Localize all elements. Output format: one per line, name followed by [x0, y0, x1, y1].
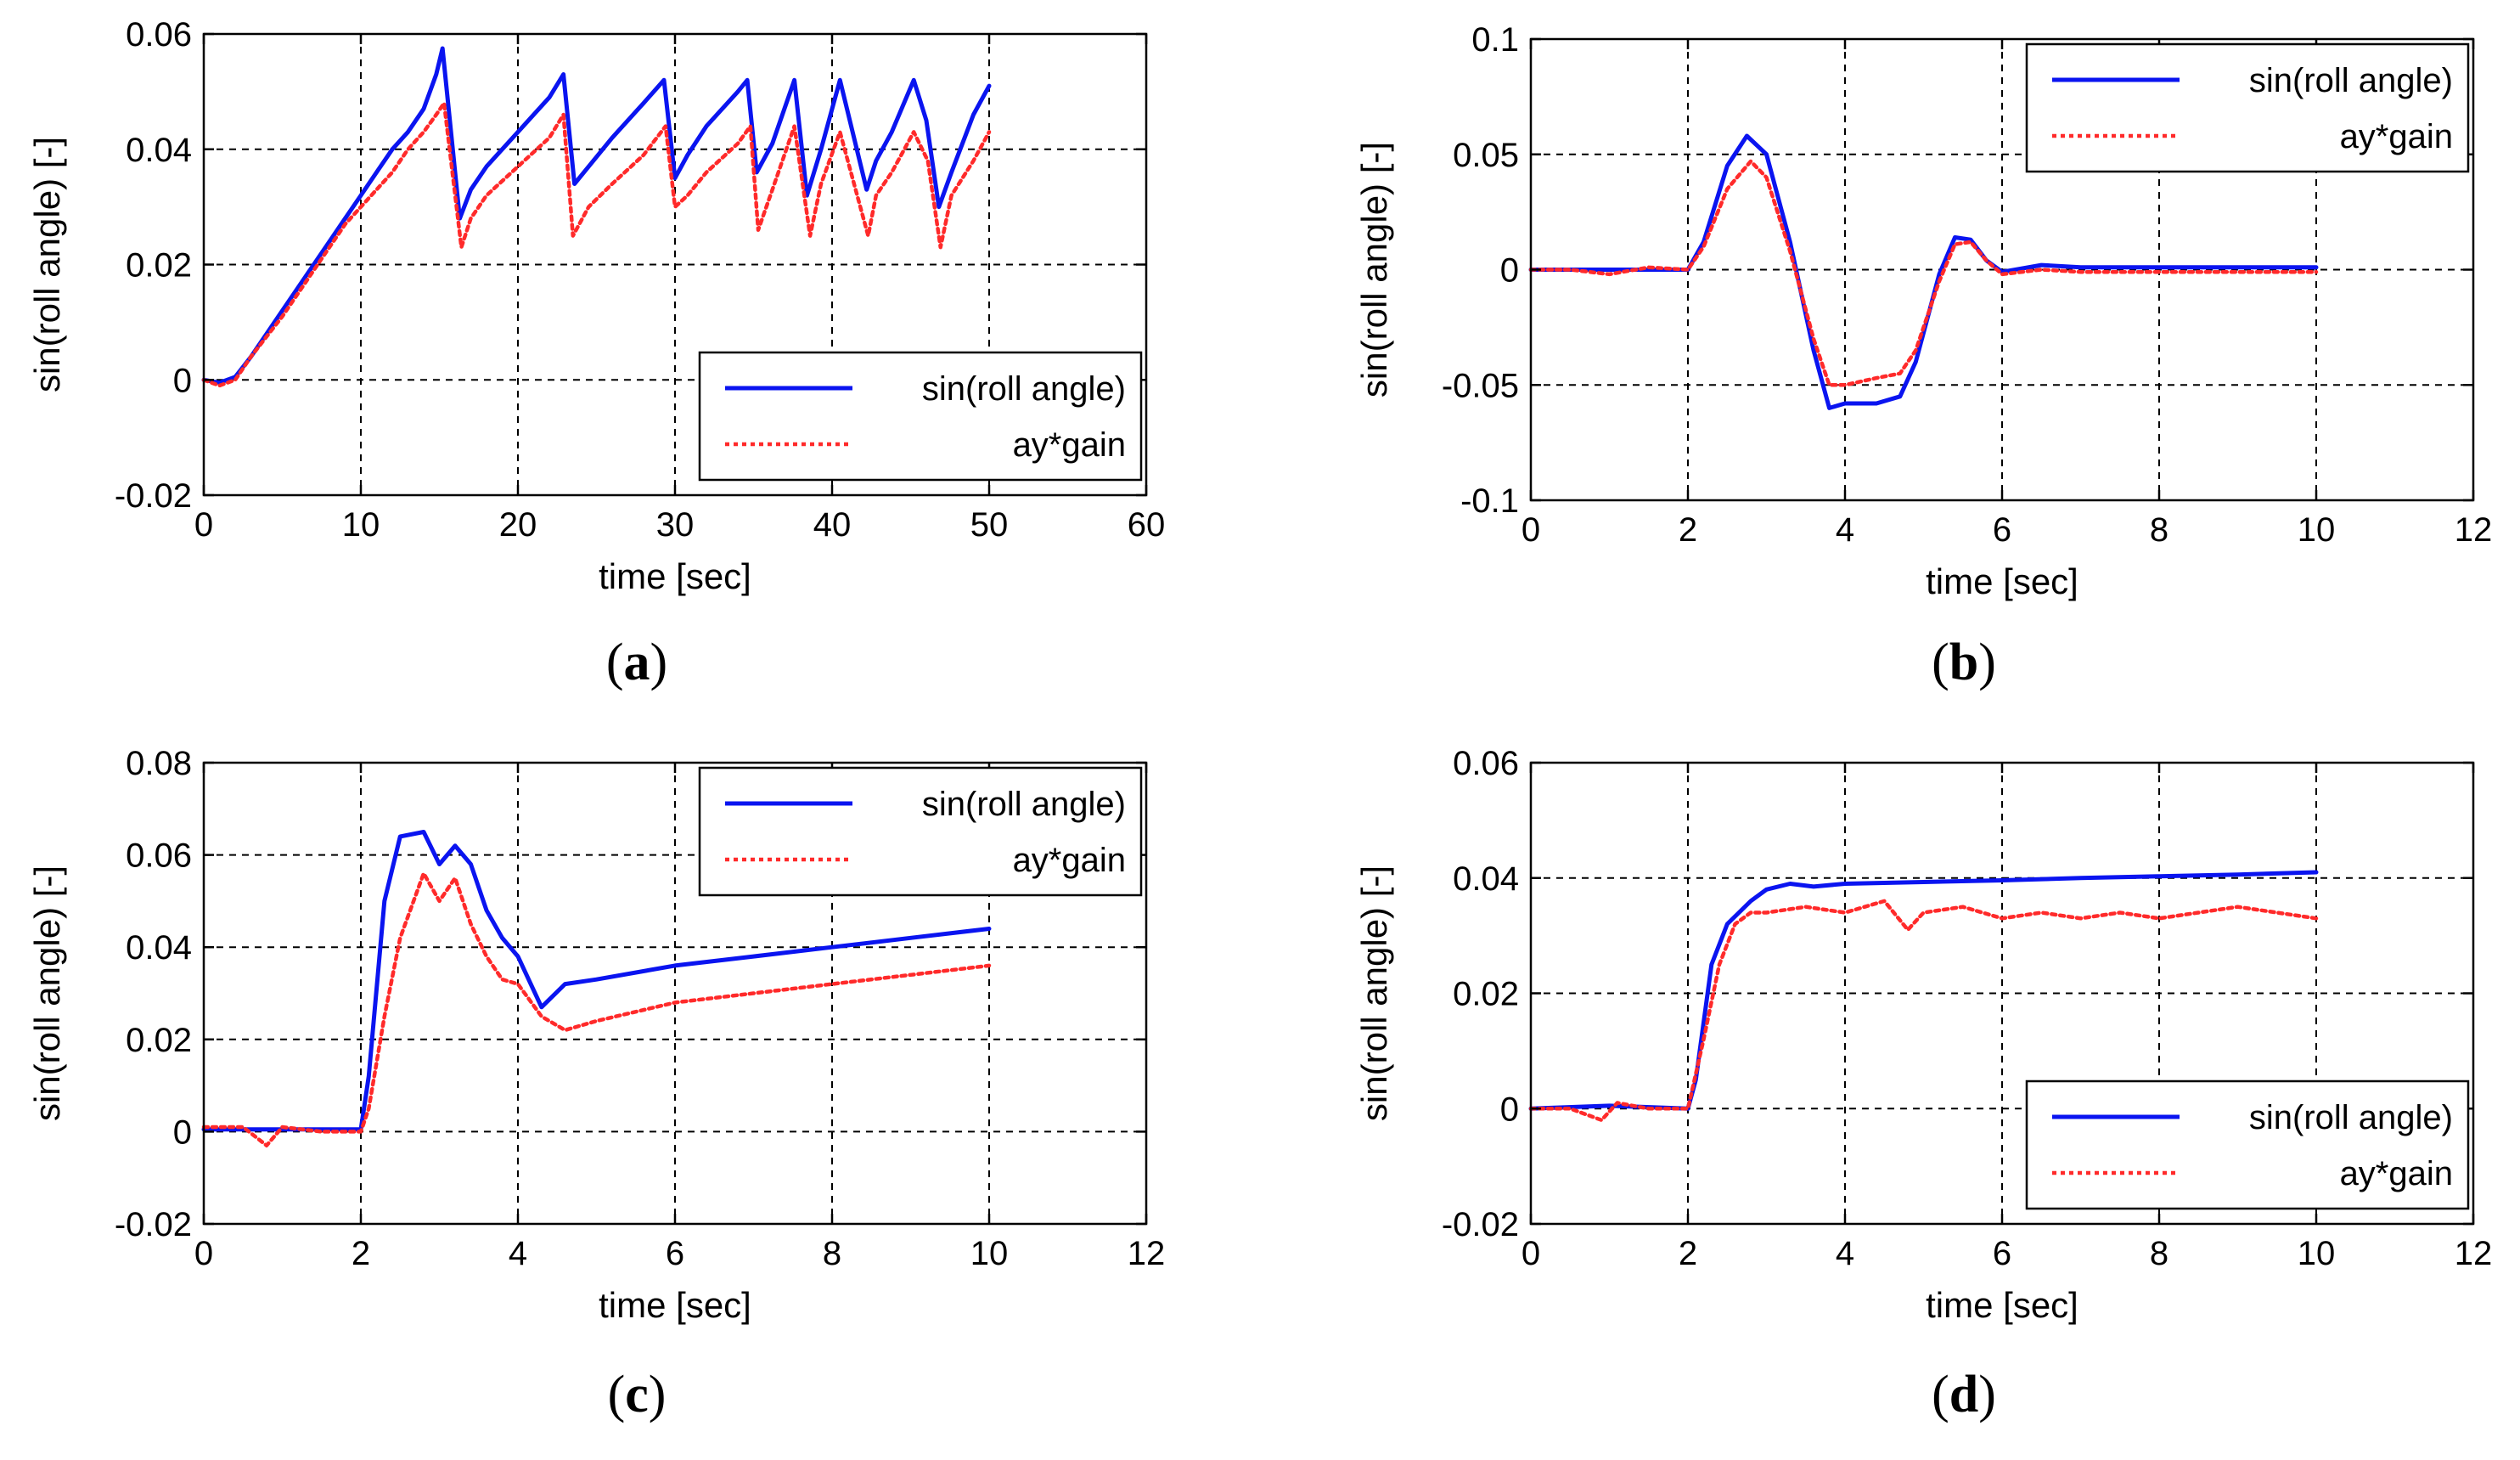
y-tick-label: -0.02 [1442, 1206, 1519, 1243]
legend-box [698, 766, 1143, 897]
legend-label: sin(roll angle) [922, 786, 1126, 823]
series-line-sin-roll-angle [201, 830, 992, 1132]
x-tick-label: 4 [509, 1235, 527, 1272]
x-tick-label: 2 [1679, 1235, 1697, 1272]
series-line-ay-gain [201, 101, 992, 388]
x-tick-label: 8 [2150, 1235, 2168, 1272]
x-tick-label: 30 [656, 506, 695, 544]
y-tick-label: 0.06 [1453, 745, 1519, 782]
y-tick-label: 0 [1500, 1091, 1519, 1128]
x-tick-label: 12 [2455, 511, 2493, 549]
panel-label: (c) [608, 1366, 667, 1423]
x-tick-label: 6 [1993, 1235, 2011, 1272]
series-line-ay-gain [1528, 899, 2319, 1123]
y-tick-label: -0.02 [115, 477, 192, 515]
series-line-ay-gain [201, 871, 992, 1147]
y-tick-label: 0.02 [126, 247, 192, 285]
legend: sin(roll angle) ay*gain [2025, 42, 2470, 173]
y-axis-label: sin(roll angle) [-] [27, 865, 67, 1121]
y-tick-label: -0.02 [115, 1206, 192, 1243]
x-tick-label: 10 [342, 506, 380, 544]
y-tick-label: 0 [173, 362, 192, 399]
legend: sin(roll angle) ay*gain [698, 351, 1143, 482]
x-tick-label: 2 [1679, 511, 1697, 549]
legend-box [2025, 42, 2470, 173]
x-tick-label: 4 [1836, 1235, 1854, 1272]
x-axis-label: time [sec] [599, 1285, 751, 1325]
panel-label: (a) [606, 634, 667, 691]
y-tick-label: 0.04 [1453, 860, 1519, 898]
y-axis-label: sin(roll angle) [-] [1354, 142, 1394, 397]
legend-label: sin(roll angle) [922, 370, 1126, 408]
y-tick-label: 0 [1500, 252, 1519, 290]
x-tick-label: 10 [2298, 1235, 2336, 1272]
panel-label: (b) [1932, 634, 1996, 691]
y-tick-label: 0.1 [1471, 21, 1519, 59]
legend: sin(roll angle) ay*gain [698, 766, 1143, 897]
y-axis-label: sin(roll angle) [-] [27, 137, 67, 392]
x-tick-label: 8 [2150, 511, 2168, 549]
y-tick-label: 0.06 [126, 837, 192, 875]
y-tick-label: 0.04 [126, 132, 192, 169]
x-tick-label: 60 [1128, 506, 1166, 544]
x-tick-label: 20 [499, 506, 537, 544]
x-tick-label: 10 [2298, 511, 2336, 549]
y-tick-label: -0.05 [1442, 367, 1519, 404]
y-tick-label: 0.02 [126, 1022, 192, 1059]
legend: sin(roll angle) ay*gain [2025, 1079, 2470, 1210]
y-tick-label: 0.06 [126, 16, 192, 54]
x-tick-label: 4 [1836, 511, 1854, 549]
x-tick-label: 0 [194, 1235, 213, 1272]
x-tick-label: 12 [1128, 1235, 1166, 1272]
x-axis-label: time [sec] [1926, 561, 2078, 601]
y-tick-label: 0 [173, 1113, 192, 1151]
y-tick-label: 0.02 [1453, 976, 1519, 1013]
legend-box [2025, 1079, 2470, 1210]
x-tick-label: 50 [970, 506, 1009, 544]
series-line-sin-roll-angle [1528, 133, 2319, 410]
panel-label: (d) [1932, 1366, 1996, 1423]
x-tick-label: 6 [1993, 511, 2011, 549]
y-tick-label: 0.04 [126, 929, 192, 967]
series-line-sin-roll-angle [201, 46, 992, 386]
legend-label: ay*gain [1013, 842, 1126, 879]
y-tick-label: -0.1 [1460, 482, 1519, 520]
x-tick-label: 0 [1522, 511, 1540, 549]
x-axis-label: time [sec] [1926, 1285, 2078, 1325]
x-tick-label: 0 [194, 506, 213, 544]
x-axis-label: time [sec] [599, 556, 751, 596]
y-tick-label: 0.05 [1453, 137, 1519, 174]
legend-box [698, 351, 1143, 482]
legend-label: ay*gain [2340, 1155, 2453, 1192]
x-tick-label: 10 [970, 1235, 1009, 1272]
legend-label: ay*gain [2340, 118, 2453, 155]
x-tick-label: 8 [823, 1235, 841, 1272]
chart-panel-b: 0 2 4 6 8 10 12 -0.1 -0.05 0 0.05 0.1 time [sec] sin(… [1354, 21, 2492, 691]
legend-label: sin(roll angle) [2249, 62, 2453, 99]
x-tick-label: 2 [352, 1235, 370, 1272]
series-line-ay-gain [1528, 159, 2319, 387]
x-tick-label: 12 [2455, 1235, 2493, 1272]
x-tick-label: 40 [813, 506, 852, 544]
legend-label: sin(roll angle) [2249, 1099, 2453, 1136]
y-axis-label: sin(roll angle) [-] [1354, 865, 1394, 1121]
y-tick-label: 0.08 [126, 745, 192, 782]
legend-label: ay*gain [1013, 426, 1126, 464]
x-tick-label: 0 [1522, 1235, 1540, 1272]
x-tick-label: 6 [666, 1235, 684, 1272]
